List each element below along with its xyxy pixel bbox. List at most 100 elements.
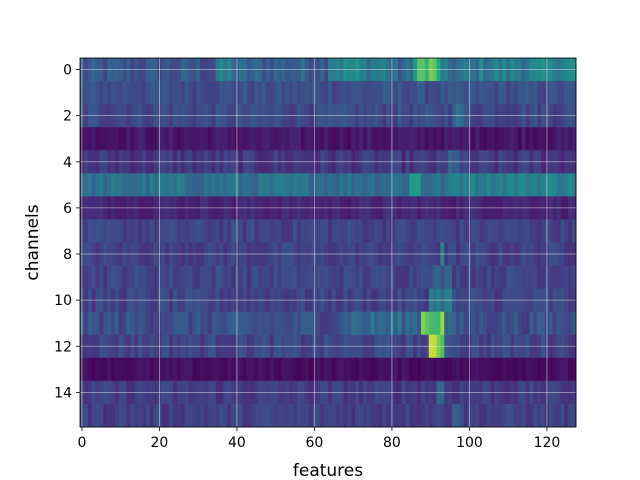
heatmap-cell: [448, 81, 453, 105]
heatmap-cell: [417, 81, 422, 105]
heatmap-cell: [564, 403, 569, 428]
heatmap-cell: [378, 311, 383, 336]
heatmap-cell: [184, 311, 189, 336]
heatmap-cell: [432, 311, 437, 336]
heatmap-cell: [320, 127, 325, 151]
heatmap-cell: [421, 403, 426, 428]
heatmap-cell: [173, 81, 178, 105]
heatmap-cell: [343, 219, 348, 243]
heatmap-cell: [370, 403, 375, 428]
heatmap-cell: [196, 81, 201, 105]
heatmap-cell: [490, 173, 495, 197]
heatmap-cell: [320, 219, 325, 243]
heatmap-cell: [180, 403, 185, 428]
heatmap-cell: [471, 173, 476, 197]
heatmap-cell: [138, 357, 143, 382]
y-axis-ticks: 0 2 4 6 8 10 12 14: [54, 63, 80, 401]
heatmap-cell: [494, 81, 499, 105]
heatmap-cell: [304, 311, 309, 336]
heatmap-cell: [114, 265, 120, 289]
heatmap-cell: [262, 357, 267, 382]
heatmap-cell: [494, 127, 499, 151]
heatmap-cell: [568, 403, 573, 428]
heatmap-cell: [564, 127, 569, 151]
heatmap-cell: [188, 81, 193, 105]
heatmap-cell: [242, 127, 247, 151]
heatmap-cell: [331, 357, 337, 382]
x-tick-label: 40: [228, 435, 246, 451]
heatmap-cell: [281, 357, 286, 382]
heatmap-cell: [517, 81, 523, 105]
heatmap-cell: [424, 81, 430, 105]
heatmap-cell: [138, 127, 143, 151]
heatmap-cell: [134, 81, 139, 105]
heatmap-cell: [254, 311, 259, 336]
heatmap-cell: [215, 265, 220, 289]
x-tick-label: 80: [383, 435, 401, 451]
heatmap-cell: [231, 219, 236, 243]
heatmap-cell: [95, 173, 100, 197]
heatmap-cell: [169, 403, 174, 428]
heatmap-cell: [471, 357, 476, 382]
heatmap-cell: [483, 173, 488, 197]
heatmap-cell: [347, 403, 352, 428]
heatmap-cell: [161, 219, 166, 243]
heatmap-cell: [215, 173, 220, 197]
heatmap-cell: [548, 265, 554, 289]
heatmap-cell: [440, 219, 445, 243]
heatmap-cell: [328, 403, 333, 428]
heatmap-cell: [192, 81, 197, 105]
heatmap-cell: [452, 81, 457, 105]
heatmap-cell: [490, 219, 495, 243]
heatmap-cell: [521, 265, 526, 289]
heatmap-cell: [366, 311, 371, 336]
heatmap-cell: [227, 127, 232, 151]
heatmap-cell: [517, 311, 523, 336]
heatmap-cell: [463, 311, 468, 336]
heatmap-cell: [548, 173, 554, 197]
heatmap-cell: [494, 403, 499, 428]
heatmap-cell: [463, 81, 468, 105]
heatmap-cell: [328, 219, 333, 243]
heatmap-cell: [219, 81, 224, 105]
heatmap-cell: [200, 173, 205, 197]
heatmap-cell: [436, 311, 441, 336]
heatmap-cell: [541, 357, 546, 382]
heatmap-cell: [289, 81, 294, 105]
heatmap-cell: [200, 403, 205, 428]
heatmap-cell: [421, 357, 426, 382]
heatmap-cell: [452, 127, 457, 151]
heatmap-cell: [328, 311, 333, 336]
heatmap-cell: [176, 265, 182, 289]
heatmap-cell: [362, 403, 368, 428]
heatmap-cell: [428, 265, 433, 289]
heatmap-cell: [393, 219, 399, 243]
heatmap-cell: [266, 127, 271, 151]
heatmap-cell: [83, 173, 89, 197]
heatmap-cell: [308, 403, 313, 428]
heatmap-cell: [173, 127, 178, 151]
heatmap-cell: [568, 265, 573, 289]
heatmap-cell: [99, 173, 104, 197]
heatmap-cell: [382, 265, 387, 289]
heatmap-cell: [246, 265, 251, 289]
heatmap-cell: [552, 219, 557, 243]
heatmap-cell: [91, 311, 96, 336]
heatmap-cell: [238, 81, 244, 105]
heatmap-cell: [560, 403, 565, 428]
heatmap-cell: [142, 173, 147, 197]
heatmap-cell: [355, 311, 360, 336]
heatmap-cell: [83, 81, 89, 105]
heatmap-cell: [250, 357, 255, 382]
heatmap-cell: [200, 265, 205, 289]
heatmap-cell: [537, 311, 542, 336]
heatmap-cell: [145, 265, 151, 289]
heatmap-cell: [548, 219, 554, 243]
x-axis-ticks: 0 20 40 60 80 100 120: [77, 427, 560, 451]
heatmap-cell: [424, 127, 430, 151]
heatmap-cell: [320, 357, 325, 382]
heatmap-cell: [448, 311, 453, 336]
heatmap-cell: [331, 173, 337, 197]
heatmap-cell: [564, 219, 569, 243]
heatmap-cell: [339, 403, 344, 428]
